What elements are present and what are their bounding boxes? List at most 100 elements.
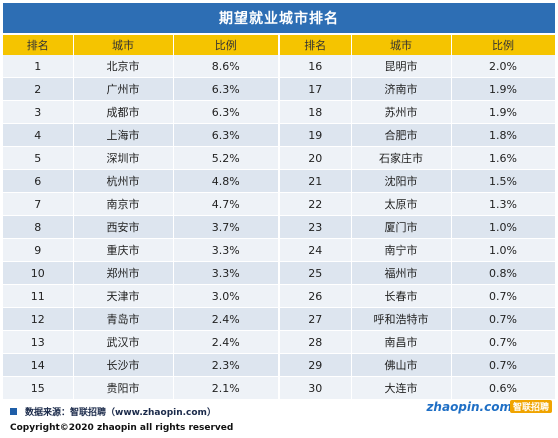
rank-cell: 10 (3, 261, 74, 285)
rank-cell: 15 (3, 376, 74, 400)
rank-cell: 2 (3, 77, 74, 101)
ratio-cell: 2.0% (451, 55, 556, 78)
ranking-table: 排名 城市 比例 排名 城市 比例 1 北京市 8.6% 16 昆明市 2.0% 2 广州市 6… (3, 35, 556, 400)
city-cell: 南昌市 (351, 330, 452, 354)
ratio-cell: 0.7% (451, 353, 556, 377)
rank-cell: 11 (3, 284, 74, 308)
city-cell: 沈阳市 (351, 169, 452, 193)
ratio-cell: 6.3% (173, 123, 280, 147)
header-city: 城市 (73, 35, 174, 55)
ratio-cell: 1.0% (451, 238, 556, 262)
rank-cell: 24 (279, 238, 352, 262)
rank-cell: 12 (3, 307, 74, 331)
table-row: 1 北京市 8.6% 16 昆明市 2.0% (3, 55, 556, 78)
rank-cell: 18 (279, 100, 352, 124)
city-cell: 青岛市 (73, 307, 174, 331)
city-cell: 北京市 (73, 55, 174, 78)
data-source-text: 数据来源：智联招聘（www.zhaopin.com） (25, 408, 216, 418)
ratio-cell: 6.3% (173, 100, 280, 124)
city-cell: 上海市 (73, 123, 174, 147)
table-row: 9 重庆市 3.3% 24 南宁市 1.0% (3, 238, 556, 262)
rank-cell: 13 (3, 330, 74, 354)
rank-cell: 6 (3, 169, 74, 193)
table-row: 13 武汉市 2.4% 28 南昌市 0.7% (3, 330, 556, 354)
ratio-cell: 3.3% (173, 261, 280, 285)
ratio-cell: 0.6% (451, 376, 556, 400)
table-row: 14 长沙市 2.3% 29 佛山市 0.7% (3, 353, 556, 377)
city-cell: 长沙市 (73, 353, 174, 377)
city-cell: 太原市 (351, 192, 452, 216)
city-cell: 济南市 (351, 77, 452, 101)
ratio-cell: 2.1% (173, 376, 280, 400)
rank-cell: 23 (279, 215, 352, 239)
city-cell: 南宁市 (351, 238, 452, 262)
ratio-cell: 0.8% (451, 261, 556, 285)
ratio-cell: 1.8% (451, 123, 556, 147)
ratio-cell: 4.7% (173, 192, 280, 216)
table-row: 11 天津市 3.0% 26 长春市 0.7% (3, 284, 556, 308)
rank-cell: 30 (279, 376, 352, 400)
ratio-cell: 2.4% (173, 330, 280, 354)
rank-cell: 7 (3, 192, 74, 216)
ratio-cell: 1.9% (451, 77, 556, 101)
city-cell: 郑州市 (73, 261, 174, 285)
rank-cell: 3 (3, 100, 74, 124)
ratio-cell: 1.3% (451, 192, 556, 216)
city-cell: 石家庄市 (351, 146, 452, 170)
table-row: 8 西安市 3.7% 23 厦门市 1.0% (3, 215, 556, 239)
header-row: 排名 城市 比例 排名 城市 比例 (3, 35, 556, 55)
city-cell: 佛山市 (351, 353, 452, 377)
rank-cell: 1 (3, 55, 74, 78)
ratio-cell: 2.4% (173, 307, 280, 331)
rank-cell: 16 (279, 55, 352, 78)
header-ratio: 比例 (451, 35, 556, 55)
city-cell: 昆明市 (351, 55, 452, 78)
header-city: 城市 (351, 35, 452, 55)
table-row: 12 青岛市 2.4% 27 呼和浩特市 0.7% (3, 307, 556, 331)
table-row: 15 贵阳市 2.1% 30 大连市 0.6% (3, 376, 556, 400)
ratio-cell: 3.7% (173, 215, 280, 239)
city-cell: 天津市 (73, 284, 174, 308)
city-cell: 广州市 (73, 77, 174, 101)
rank-cell: 26 (279, 284, 352, 308)
zhaopin-logo: zhaopin.com智联招聘 (426, 400, 552, 414)
copyright-text: Copyright©2020 zhaopin all rights reserv… (10, 423, 234, 433)
table-row: 5 深圳市 5.2% 20 石家庄市 1.6% (3, 146, 556, 170)
table-row: 2 广州市 6.3% 17 济南市 1.9% (3, 77, 556, 101)
ratio-cell: 0.7% (451, 307, 556, 331)
rank-cell: 9 (3, 238, 74, 262)
rank-cell: 27 (279, 307, 352, 331)
table-row: 7 南京市 4.7% 22 太原市 1.3% (3, 192, 556, 216)
city-cell: 大连市 (351, 376, 452, 400)
rank-cell: 14 (3, 353, 74, 377)
ratio-cell: 0.7% (451, 284, 556, 308)
city-cell: 贵阳市 (73, 376, 174, 400)
table-row: 10 郑州市 3.3% 25 福州市 0.8% (3, 261, 556, 285)
city-cell: 重庆市 (73, 238, 174, 262)
city-cell: 南京市 (73, 192, 174, 216)
table-row: 4 上海市 6.3% 19 合肥市 1.8% (3, 123, 556, 147)
rank-cell: 4 (3, 123, 74, 147)
city-cell: 杭州市 (73, 169, 174, 193)
ratio-cell: 2.3% (173, 353, 280, 377)
ratio-cell: 1.6% (451, 146, 556, 170)
city-cell: 福州市 (351, 261, 452, 285)
city-cell: 西安市 (73, 215, 174, 239)
header-rank: 排名 (279, 35, 352, 55)
ratio-cell: 3.3% (173, 238, 280, 262)
ratio-cell: 6.3% (173, 77, 280, 101)
city-cell: 合肥市 (351, 123, 452, 147)
rank-cell: 29 (279, 353, 352, 377)
ratio-cell: 5.2% (173, 146, 280, 170)
rank-cell: 19 (279, 123, 352, 147)
rank-cell: 8 (3, 215, 74, 239)
logo-text: zhaopin.com (426, 400, 512, 414)
city-cell: 呼和浩特市 (351, 307, 452, 331)
rank-cell: 25 (279, 261, 352, 285)
logo-cn: 智联招聘 (509, 400, 552, 413)
city-cell: 武汉市 (73, 330, 174, 354)
rank-cell: 22 (279, 192, 352, 216)
ratio-cell: 0.7% (451, 330, 556, 354)
ratio-cell: 3.0% (173, 284, 280, 308)
ratio-cell: 1.9% (451, 100, 556, 124)
